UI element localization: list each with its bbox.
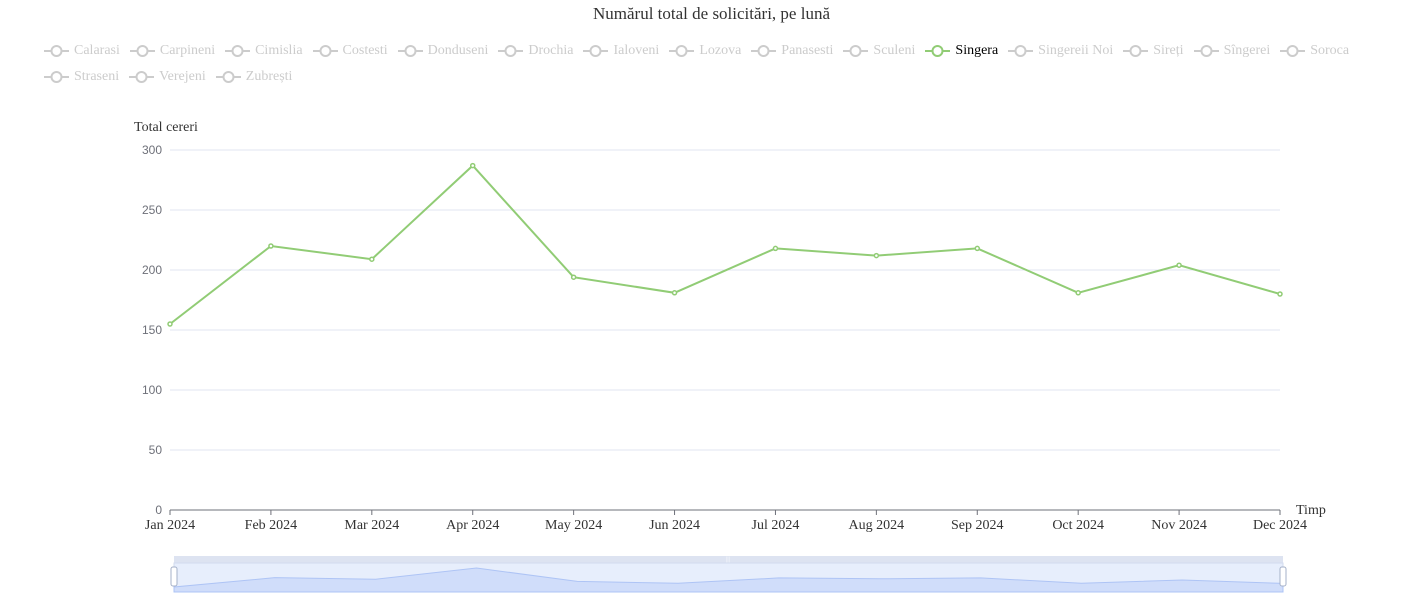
data-point — [873, 252, 880, 259]
legend-line-circle-icon — [669, 45, 695, 57]
data-point — [469, 162, 476, 169]
legend-item-costesti[interactable]: Costesti — [312, 42, 388, 60]
x-tick-label: Oct 2024 — [1052, 518, 1104, 533]
data-point — [671, 290, 678, 296]
legend-line-circle-icon — [925, 45, 951, 57]
legend-line-circle-icon — [583, 45, 609, 57]
x-tick-label: Mar 2024 — [344, 518, 399, 533]
legend-line-circle-icon — [1193, 45, 1219, 57]
data-point — [974, 245, 981, 252]
y-tick-label: 300 — [142, 143, 162, 157]
x-tick-label: Dec 2024 — [1253, 518, 1307, 533]
x-tick-label: Sep 2024 — [951, 518, 1004, 533]
legend-line-circle-icon — [44, 71, 69, 83]
legend-item-verejeni[interactable]: Verejeni — [129, 68, 206, 86]
x-tick-label: Jun 2024 — [649, 518, 700, 533]
legend-label: Singera — [955, 43, 999, 58]
legend-label: Drochia — [528, 43, 574, 58]
data-point — [570, 274, 577, 280]
legend-label: Calarasi — [74, 43, 120, 58]
x-tick-label: Aug 2024 — [849, 518, 905, 533]
legend-label: Panasesti — [781, 43, 834, 58]
y-tick-label: 0 — [155, 503, 162, 517]
legend-label: Lozova — [699, 43, 742, 58]
legend-label: Cimislia — [255, 43, 303, 58]
data-point — [167, 321, 173, 327]
legend-label: Verejeni — [159, 69, 206, 84]
datazoom-top-bar — [174, 556, 1283, 563]
legend-item-singera[interactable]: Singera — [925, 42, 998, 60]
legend-item-panasesti[interactable]: Panasesti — [751, 42, 833, 60]
legend-line-circle-icon — [312, 45, 338, 57]
legend-label: Sculeni — [873, 43, 916, 58]
y-tick-label: 200 — [142, 263, 162, 277]
legend-item-zubrești[interactable]: Zubrești — [215, 68, 293, 86]
legend-label: Ialoveni — [613, 43, 660, 58]
data-point — [772, 245, 779, 252]
x-tick-label: May 2024 — [545, 518, 602, 533]
y-tick-label: 50 — [149, 443, 163, 457]
legend-label: Costesti — [342, 43, 388, 58]
legend-line-circle-icon — [215, 71, 241, 83]
x-tick-label: Jan 2024 — [145, 518, 195, 533]
data-point — [369, 256, 375, 262]
legend-label: Sîngerei — [1223, 43, 1271, 58]
legend-line-circle-icon — [1280, 45, 1306, 57]
legend-item-cimislia[interactable]: Cimislia — [225, 42, 303, 60]
legend-line-circle-icon — [129, 45, 155, 57]
y-tick-label: 150 — [142, 323, 162, 337]
data-point — [1075, 290, 1081, 296]
x-axis-title: Timp — [1296, 503, 1326, 518]
legend-item-lozova[interactable]: Lozova — [669, 42, 741, 60]
legend-line-circle-icon — [129, 71, 155, 83]
legend-item-ialoveni[interactable]: Ialoveni — [583, 42, 659, 60]
legend-label: Sireți — [1153, 43, 1184, 58]
legend-line-circle-icon — [44, 45, 69, 57]
data-point — [268, 243, 274, 249]
legend-item-drochia[interactable]: Drochia — [498, 42, 573, 60]
datazoom-right-handle[interactable] — [1279, 566, 1287, 587]
series-line-singera — [169, 164, 1281, 325]
legend-line-circle-icon — [1123, 45, 1149, 57]
datazoom-left-handle[interactable] — [170, 566, 178, 587]
legend-item-singereii-noi[interactable]: Singereii Noi — [1008, 42, 1113, 60]
datazoom-preview-area — [173, 567, 1284, 593]
x-tick-label: Jul 2024 — [752, 518, 800, 533]
x-tick-label: Apr 2024 — [446, 518, 499, 533]
chart-title: Numărul total de solicitări, pe lună — [593, 4, 830, 23]
legend-label: Singereii Noi — [1038, 43, 1114, 58]
y-axis-title: Total cereri — [134, 120, 198, 135]
legend-label: Carpineni — [159, 43, 216, 58]
data-point — [1277, 291, 1283, 297]
legend-label: Straseni — [74, 69, 120, 84]
legend-line-circle-icon — [397, 45, 423, 57]
legend-item-soroca[interactable]: Soroca — [1280, 42, 1349, 60]
legend-line-circle-icon — [1008, 45, 1034, 57]
legend-item-sireți[interactable]: Sireți — [1123, 42, 1184, 60]
legend-item-calarasi[interactable]: Calarasi — [44, 42, 120, 60]
x-tick-label: Nov 2024 — [1151, 518, 1207, 533]
legend-line-circle-icon — [498, 45, 524, 57]
legend-label: Soroca — [1310, 43, 1350, 58]
legend-item-sîngerei[interactable]: Sîngerei — [1193, 42, 1271, 60]
legend-line-circle-icon — [225, 45, 251, 57]
data-point — [1176, 262, 1182, 268]
y-tick-label: 100 — [142, 383, 162, 397]
datazoom-move-handle-icon: ||| — [726, 557, 730, 563]
y-tick-label: 250 — [142, 203, 162, 217]
legend-item-straseni[interactable]: Straseni — [44, 68, 119, 86]
legend-label: Zubrești — [245, 69, 293, 84]
legend: Calarasi Carpineni Cimislia Costesti Donduse… — [44, 42, 1394, 86]
legend-item-carpineni[interactable]: Carpineni — [129, 42, 216, 60]
legend-line-circle-icon — [843, 45, 869, 57]
legend-line-circle-icon — [751, 45, 777, 57]
x-tick-label: Feb 2024 — [245, 518, 298, 533]
legend-item-sculeni[interactable]: Sculeni — [843, 42, 915, 60]
legend-item-donduseni[interactable]: Donduseni — [397, 42, 489, 60]
legend-label: Donduseni — [427, 43, 489, 58]
